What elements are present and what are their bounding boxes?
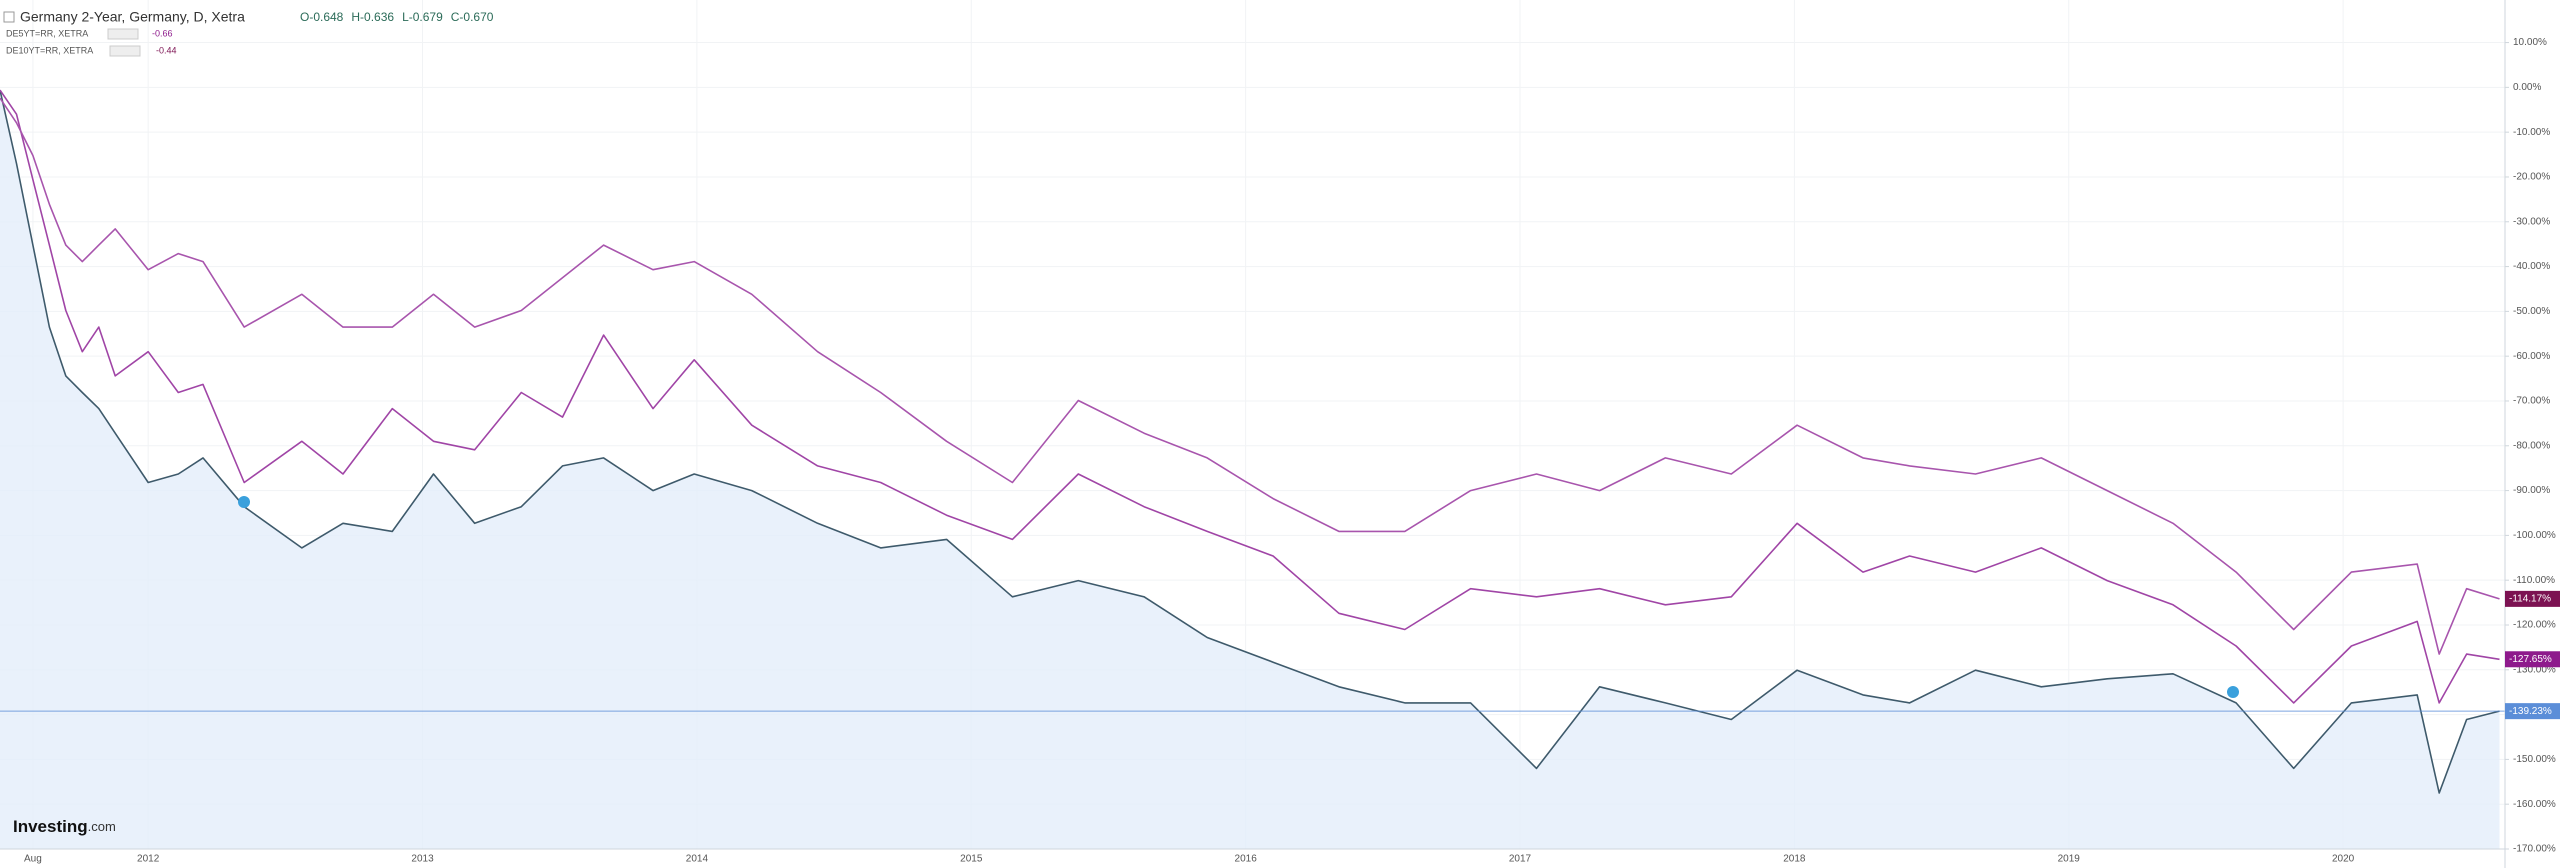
price-badge: [2505, 651, 2560, 668]
x-tick-label: 2014: [686, 854, 709, 865]
event-marker[interactable]: [2227, 686, 2239, 698]
collapse-icon[interactable]: [3, 11, 15, 23]
legend-value: -0.44: [156, 45, 177, 55]
event-marker[interactable]: [238, 496, 250, 508]
x-tick-label: 2012: [137, 854, 160, 865]
x-tick-label: 2013: [411, 854, 434, 865]
x-tick-label: Aug: [24, 854, 42, 865]
ohlc-item: C-0.670: [451, 10, 494, 24]
series-title: Germany 2-Year, Germany, D, Xetra: [20, 9, 245, 25]
price-badge: [2505, 703, 2560, 720]
y-tick-label: -90.00%: [2513, 485, 2550, 496]
header: Germany 2-Year, Germany, D, Xetra O-0.64…: [3, 9, 494, 57]
y-tick-label: -120.00%: [2513, 620, 2556, 631]
axes: 10.00% 0.00% -10.00% -20.00% -30.00% -40.00% -…: [24, 37, 2560, 865]
legend-entry: DE10YT=RR, XETRA: [6, 45, 93, 55]
x-tick-label: 2020: [2332, 854, 2355, 865]
logo: Investing.com: [13, 817, 116, 836]
x-tick-label: 2017: [1509, 854, 1532, 865]
y-tick-label: -160.00%: [2513, 799, 2556, 810]
y-tick-label: 10.00%: [2513, 37, 2547, 48]
y-tick-label: -70.00%: [2513, 396, 2550, 407]
y-tick-label: -100.00%: [2513, 530, 2556, 541]
y-tick-label: -130.00%: [2513, 664, 2556, 675]
ohlc-item: L-0.679: [402, 10, 443, 24]
x-tick-label: 2018: [1783, 854, 1806, 865]
x-tick-label: 2019: [2058, 854, 2081, 865]
series-line: [0, 89, 2500, 794]
y-tick-label: 0.00%: [2513, 82, 2541, 93]
legend-controls[interactable]: [109, 45, 141, 57]
series-line: [0, 97, 2500, 655]
y-tick-label: -20.00%: [2513, 172, 2550, 183]
price-badge-label: -139.23%: [2509, 706, 2552, 717]
y-tick-label: -110.00%: [2513, 575, 2555, 586]
y-tick-label: -50.00%: [2513, 306, 2550, 317]
logo-main: Investing: [13, 817, 88, 836]
price-badge: [2505, 590, 2560, 607]
legend-value: -0.66: [152, 28, 173, 38]
y-tick-label: -60.00%: [2513, 351, 2550, 362]
ohlc-item: H-0.636: [351, 10, 394, 24]
legend-entry: DE5YT=RR, XETRA: [6, 28, 88, 38]
plot-area: [0, 89, 2505, 850]
logo-suffix: .com: [88, 819, 116, 834]
x-tick-label: 2016: [1235, 854, 1258, 865]
y-tick-label: -10.00%: [2513, 127, 2550, 138]
ohlc: O-0.648 H-0.636 L-0.679 C-0.670: [300, 10, 494, 24]
legend-controls[interactable]: [107, 28, 139, 40]
y-tick-label: -80.00%: [2513, 440, 2550, 451]
price-badge-label: -114.17%: [2509, 594, 2551, 605]
y-tick-label: -40.00%: [2513, 261, 2550, 272]
x-tick-label: 2015: [960, 854, 983, 865]
event-markers: [238, 496, 2239, 698]
y-tick-label: -170.00%: [2513, 844, 2556, 855]
price-badge-label: -127.65%: [2509, 654, 2552, 665]
series-line: [0, 89, 2500, 704]
y-tick-label: -150.00%: [2513, 754, 2556, 765]
area-fill: [0, 90, 2500, 850]
y-tick-label: -30.00%: [2513, 216, 2550, 227]
ohlc-item: O-0.648: [300, 10, 344, 24]
